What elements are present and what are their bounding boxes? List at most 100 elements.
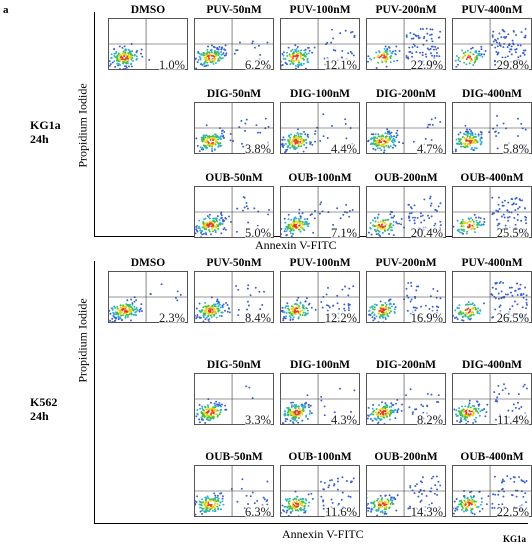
apoptosis-percent: 20.4%: [410, 226, 443, 240]
flow-plot: PUV-100nM 12.2%: [280, 257, 360, 325]
apoptosis-percent: 22.9%: [410, 58, 443, 72]
plot-title: DIG-100nM: [289, 359, 351, 371]
plot-title: DIG-400nM: [461, 359, 523, 371]
apoptosis-percent: 7.1%: [330, 226, 357, 240]
plot-title: OUB-50nM: [205, 451, 263, 463]
plot-title: PUV-100nM: [289, 4, 351, 16]
density-scatter: [453, 466, 531, 516]
y-axis-label: Propidium Iodide: [75, 298, 90, 383]
flow-plot: PUV-100nM 12.1%: [280, 4, 360, 72]
density-scatter: [195, 187, 273, 237]
flow-plot: PUV-50nM 6.2%: [194, 4, 274, 72]
y-axis-label: Propidium Iodide: [75, 83, 90, 168]
flow-plot: PUV-200nM 22.9%: [366, 4, 446, 72]
apoptosis-percent: 4.3%: [330, 413, 357, 427]
flow-plot: PUV-50nM 8.4%: [194, 257, 274, 325]
flow-plot: PUV-400nM 26.5%: [452, 257, 532, 325]
density-scatter: [453, 19, 531, 69]
apoptosis-percent: 29.8%: [496, 58, 529, 72]
apoptosis-percent: 22.5%: [496, 505, 529, 519]
plot-title: OUB-200nM: [374, 172, 438, 184]
density-scatter: [281, 19, 359, 69]
apoptosis-percent: 6.3%: [244, 505, 271, 519]
density-scatter: [195, 272, 273, 322]
scatter-frame: [194, 18, 274, 70]
density-scatter: [367, 103, 445, 153]
cell-line-label: KG1a 24h: [30, 118, 61, 146]
x-axis-line: [94, 523, 528, 524]
section-kg1a: KG1a 24h Propidium Iodide Annexin V-FITC…: [0, 0, 532, 255]
flow-plot: DIG-400nM 5.8%: [452, 88, 532, 156]
scatter-frame: [194, 271, 274, 323]
density-scatter: [367, 272, 445, 322]
apoptosis-percent: 8.4%: [244, 311, 271, 325]
apoptosis-percent: 11.6%: [325, 505, 357, 519]
flow-plot: DMSO 2.3%: [108, 257, 188, 325]
footer-mark: KG1a: [502, 534, 526, 544]
flow-plot: DIG-50nM 3.8%: [194, 88, 274, 156]
plot-title: DIG-100nM: [289, 88, 351, 100]
density-scatter: [281, 374, 359, 424]
flow-plot: DIG-50nM 3.3%: [194, 359, 274, 427]
apoptosis-percent: 14.3%: [410, 505, 443, 519]
flow-plot: OUB-50nM 6.3%: [194, 451, 274, 519]
apoptosis-percent: 26.5%: [496, 311, 529, 325]
apoptosis-percent: 8.2%: [416, 413, 443, 427]
flow-plot: DIG-400nM 11.4%: [452, 359, 532, 427]
flow-plot: OUB-50nM 5.0%: [194, 172, 274, 240]
density-scatter: [109, 19, 187, 69]
cell-line-label: K562 24h: [30, 395, 57, 423]
y-axis-line: [94, 12, 95, 236]
apoptosis-percent: 6.2%: [244, 58, 271, 72]
flow-plot: OUB-200nM 20.4%: [366, 172, 446, 240]
apoptosis-percent: 16.9%: [410, 311, 443, 325]
flow-plot: OUB-100nM 11.6%: [280, 451, 360, 519]
apoptosis-percent: 3.3%: [244, 413, 271, 427]
flow-plot: DIG-100nM 4.4%: [280, 88, 360, 156]
plot-title: OUB-100nM: [288, 451, 352, 463]
apoptosis-percent: 12.1%: [324, 58, 357, 72]
panel-letter: a: [3, 4, 9, 16]
x-axis-label: Annexin V-FITC: [282, 527, 364, 541]
plot-title: DIG-200nM: [375, 88, 437, 100]
time-point: 24h: [30, 409, 49, 423]
y-axis-line: [94, 261, 95, 523]
plot-title: PUV-200nM: [375, 4, 437, 16]
plot-title: DIG-200nM: [375, 359, 437, 371]
plot-title: PUV-200nM: [375, 257, 437, 269]
plot-title: OUB-200nM: [374, 451, 438, 463]
plot-title: OUB-100nM: [288, 172, 352, 184]
cell-line-name: KG1a: [30, 118, 61, 132]
apoptosis-percent: 1.0%: [158, 58, 185, 72]
plot-title: PUV-100nM: [289, 257, 351, 269]
density-scatter: [109, 272, 187, 322]
section-k562: K562 24h Propidium Iodide Annexin V-FITC…: [0, 257, 532, 550]
flow-plot: DIG-200nM 8.2%: [366, 359, 446, 427]
apoptosis-percent: 2.3%: [158, 311, 185, 325]
apoptosis-percent: 12.2%: [324, 311, 357, 325]
flow-plot: OUB-200nM 14.3%: [366, 451, 446, 519]
plot-title: DMSO: [130, 257, 166, 269]
flow-plot: DMSO 1.0%: [108, 4, 188, 72]
apoptosis-percent: 4.7%: [416, 142, 443, 156]
apoptosis-percent: 4.4%: [330, 142, 357, 156]
density-scatter: [367, 466, 445, 516]
x-axis-label: Annexin V-FITC: [255, 238, 337, 252]
plot-title: OUB-50nM: [205, 172, 263, 184]
plot-title: PUV-50nM: [206, 257, 262, 269]
flow-plot: OUB-400nM 25.5%: [452, 172, 532, 240]
flow-plot: PUV-400nM 29.8%: [452, 4, 532, 72]
flow-plot: DIG-100nM 4.3%: [280, 359, 360, 427]
plot-title: OUB-400nM: [460, 451, 524, 463]
plot-title: PUV-50nM: [206, 4, 262, 16]
apoptosis-percent: 25.5%: [496, 226, 529, 240]
flow-plot: DIG-200nM 4.7%: [366, 88, 446, 156]
plot-title: DMSO: [130, 4, 166, 16]
cell-line-name: K562: [30, 395, 58, 409]
density-scatter: [195, 103, 273, 153]
plot-title: DIG-50nM: [206, 88, 262, 100]
scatter-frame: [280, 102, 360, 154]
density-scatter: [367, 374, 445, 424]
plot-title: DIG-50nM: [206, 359, 262, 371]
plot-title: OUB-400nM: [460, 172, 524, 184]
